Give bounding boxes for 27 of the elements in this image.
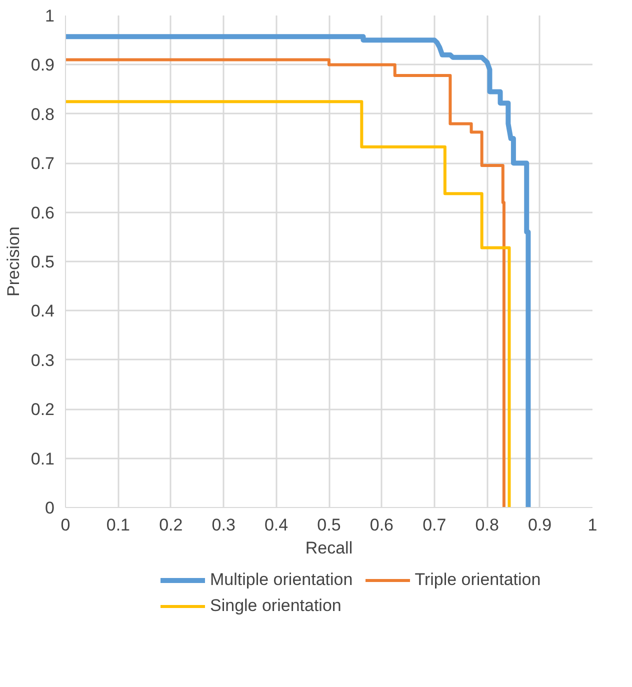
y-tick-label: 0.5	[30, 252, 55, 272]
x-tick-label: 0.2	[159, 516, 183, 534]
y-tick-label: 0.3	[30, 350, 55, 370]
legend-label: Triple orientation	[414, 570, 541, 590]
y-tick-label: 0.6	[30, 203, 55, 222]
y-tick-label: 0.9	[30, 56, 55, 75]
y-tick-label: 0.1	[30, 449, 55, 468]
x-tick-label: 0.1	[106, 516, 130, 534]
y-axis-title: Precision	[4, 226, 23, 296]
x-tick-label: 0.6	[370, 516, 394, 534]
x-tick-label: 0.7	[422, 516, 446, 534]
x-tick-label: 0.9	[528, 516, 552, 534]
legend-label: Multiple orientation	[210, 570, 353, 590]
y-tick-label: 0.2	[30, 400, 55, 420]
legend-label: Single orientation	[210, 596, 342, 616]
x-tick-label: 0.4	[264, 516, 288, 534]
y-tick-label: 0	[45, 498, 55, 518]
y-tick-label: 0.7	[30, 154, 55, 174]
x-axis-title: Recall	[305, 538, 353, 558]
x-tick-label: 0.3	[212, 516, 236, 534]
y-tick-label: 1	[45, 6, 55, 26]
x-tick-label: 0	[60, 516, 70, 534]
x-tick-label: 1	[588, 516, 598, 534]
y-tick-label: 0.8	[30, 104, 55, 124]
x-tick-label: 0.8	[475, 516, 499, 534]
x-tick-label: 0.5	[317, 516, 341, 534]
y-tick-label: 0.4	[30, 302, 55, 321]
